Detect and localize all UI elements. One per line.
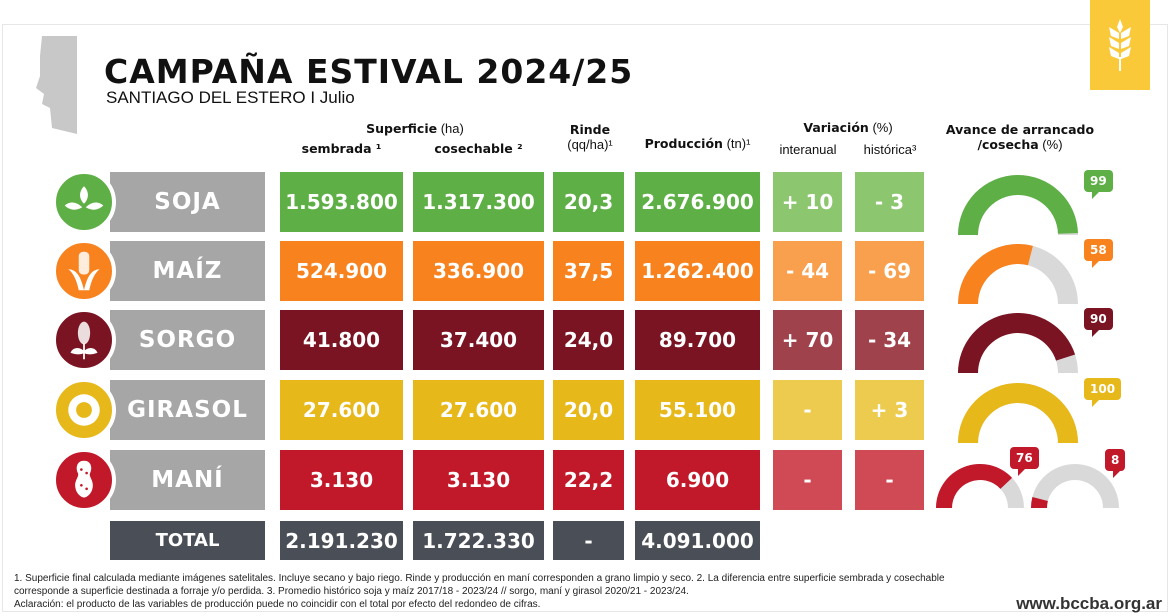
crop-label: SOJA (110, 172, 265, 232)
wheat-logo (1090, 0, 1150, 90)
cell-produccion: 89.700 (635, 310, 760, 370)
header-sembrada: sembrada ¹ (301, 141, 382, 156)
crop-label: MANÍ (110, 450, 265, 510)
crop-icon-badge (52, 378, 116, 442)
cell-sembrada: 27.600 (280, 380, 403, 440)
header-variacion: Variación (%) (803, 120, 893, 135)
footnotes: 1. Superficie final calculada mediante i… (14, 572, 974, 611)
website-link[interactable]: www.bccba.org.ar (1016, 594, 1162, 613)
cell-sembrada: 3.130 (280, 450, 403, 510)
gauge-fill (958, 243, 1033, 304)
cell-produccion: 1.262.400 (635, 241, 760, 301)
crop-icon-badge (52, 308, 116, 372)
total-rinde: - (553, 521, 624, 560)
cell-interanual: - 44 (773, 241, 842, 301)
cell-rinde: 24,0 (553, 310, 624, 370)
sunflower-icon (68, 394, 100, 426)
total-label: TOTAL (110, 521, 265, 560)
crop-label: MAÍZ (110, 241, 265, 301)
sorghum-icon (70, 321, 98, 360)
cell-interanual: + 70 (773, 310, 842, 370)
cell-historica: - (855, 450, 924, 510)
cell-cosechable: 336.900 (413, 241, 544, 301)
cell-cosechable: 37.400 (413, 310, 544, 370)
gauge-value-bubble: 8 (1105, 449, 1126, 478)
cell-produccion: 55.100 (635, 380, 760, 440)
crop-icon-badge (52, 239, 116, 303)
infographic-frame (2, 24, 1168, 612)
cell-produccion: 6.900 (635, 450, 760, 510)
header-cosechable: cosechable ² (434, 141, 523, 156)
gauge-fill (936, 463, 1013, 508)
cell-sembrada: 1.593.800 (280, 172, 403, 232)
cell-produccion: 2.676.900 (635, 172, 760, 232)
wheat-icon (1109, 19, 1131, 71)
total-cosechable: 1.722.330 (413, 521, 544, 560)
gauge-value-bubble: 100 (1084, 378, 1122, 407)
peanut-icon (75, 460, 93, 498)
cell-sembrada: 524.900 (280, 241, 403, 301)
cell-rinde: 22,2 (553, 450, 624, 510)
aclaracion: Aclaración: el producto de las variables… (14, 599, 541, 610)
cell-rinde: 37,5 (553, 241, 624, 301)
gauge-track (1031, 464, 1119, 508)
crop-label: SORGO (110, 310, 265, 370)
gauge-value-bubble: 76 (1010, 447, 1039, 476)
gauge-value-bubble: 90 (1084, 308, 1113, 337)
header-produccion: Producción (tn)¹ (644, 136, 751, 151)
header-rinde: Rinde (qq/ha)¹ (567, 122, 613, 152)
gauge-fill (958, 175, 1078, 235)
gauge-value-bubble: 58 (1084, 239, 1113, 268)
total-sembrada: 2.191.230 (280, 521, 403, 560)
cell-interanual: - (773, 380, 842, 440)
cell-historica: - 3 (855, 172, 924, 232)
cell-interanual: + 10 (773, 172, 842, 232)
page-title: CAMPAÑA ESTIVAL 2024/25 (104, 52, 634, 91)
cell-sembrada: 41.800 (280, 310, 403, 370)
gauge-fill (1031, 497, 1048, 508)
total-produccion: 4.091.000 (635, 521, 760, 560)
crop-icon-badge (52, 448, 116, 512)
cell-rinde: 20,0 (553, 380, 624, 440)
cell-interanual: - (773, 450, 842, 510)
cell-historica: + 3 (855, 380, 924, 440)
cell-rinde: 20,3 (553, 172, 624, 232)
crop-label: GIRASOL (110, 380, 265, 440)
cell-cosechable: 27.600 (413, 380, 544, 440)
gauge-value-bubble: 99 (1084, 170, 1113, 199)
corn-icon (68, 251, 100, 291)
santiago-del-estero-map-icon (36, 36, 77, 134)
gauge-fill (958, 313, 1076, 373)
cell-cosechable: 1.317.300 (413, 172, 544, 232)
header-superficie: Superficie (ha) (366, 121, 464, 136)
page-subtitle: SANTIAGO DEL ESTERO I Julio (106, 88, 355, 107)
crop-icon-badge (52, 170, 116, 234)
cell-cosechable: 3.130 (413, 450, 544, 510)
header-historica: histórica³ (863, 142, 917, 157)
gauge-fill (958, 383, 1078, 443)
cell-historica: - 69 (855, 241, 924, 301)
header-avance: Avance de arrancado/cosecha (%) (945, 122, 1095, 152)
header-interanual: interanual (779, 142, 837, 157)
soybean-icon (64, 186, 104, 210)
cell-historica: - 34 (855, 310, 924, 370)
